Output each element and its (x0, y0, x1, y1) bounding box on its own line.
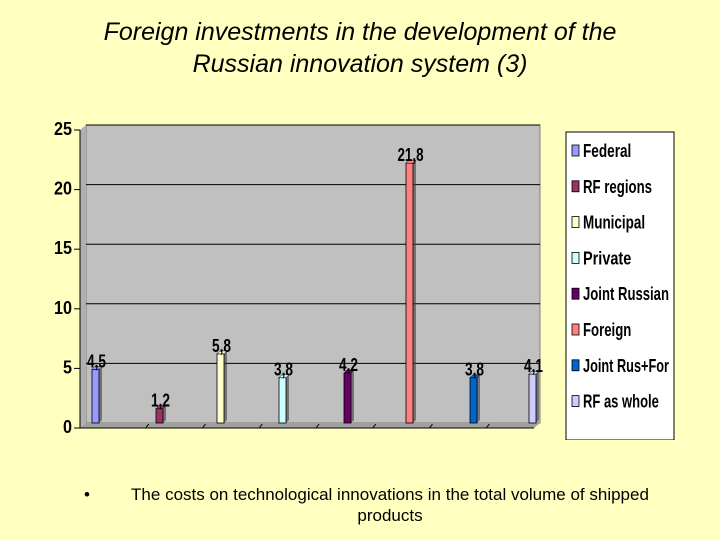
bar (405, 162, 414, 424)
bar-side (99, 366, 102, 423)
data-label: 4,2 (339, 355, 358, 375)
y-tick-label: 10 (54, 298, 72, 318)
legend-swatch (571, 323, 580, 336)
legend-label: Municipal (583, 213, 645, 233)
plot-left-wall (80, 125, 86, 428)
bar-side (413, 160, 416, 424)
bar (469, 377, 478, 424)
x-tick (258, 423, 263, 429)
y-tick-label: 25 (54, 119, 72, 139)
x-tick (315, 423, 320, 429)
data-label: 1,2 (151, 391, 170, 411)
legend-label: Joint Rus+For (583, 356, 669, 376)
bar-top (343, 369, 355, 374)
bar-top (405, 159, 417, 164)
caption-bullet-item: • The costs on technological innovations… (80, 484, 680, 526)
x-tick (485, 423, 490, 429)
bar (343, 372, 352, 424)
bar (155, 408, 164, 424)
legend-label: RF as whole (583, 392, 659, 412)
x-tick (145, 423, 150, 429)
bar-chart: 0 5 10 15 20 25 4,5 1,2 5,8 3,8 4,2 21,8 3,8 4,1 Feder… (54, 119, 675, 440)
legend-swatch (571, 144, 580, 157)
plot-floor (80, 423, 540, 428)
bar-side (163, 405, 166, 423)
plot-area (85, 124, 541, 424)
legend-label: Foreign (583, 320, 631, 340)
legend-swatch (571, 216, 580, 228)
data-label: 21,8 (398, 145, 424, 165)
bar (91, 368, 100, 424)
legend-swatch (571, 287, 580, 300)
y-tick-label: 0 (63, 417, 72, 437)
data-label: 5,8 (212, 336, 231, 356)
slide-title: Foreign investments in the development o… (0, 16, 720, 80)
bar-top (216, 350, 228, 355)
legend-label: Joint Russian (583, 284, 669, 304)
title-line-1: Foreign investments in the development o… (103, 18, 617, 46)
data-label: 4,5 (87, 351, 106, 371)
legend-box (565, 131, 675, 440)
bar (216, 353, 225, 424)
bar-side (536, 371, 539, 423)
bar-side (224, 350, 227, 423)
x-tick (372, 423, 377, 429)
y-tick-label: 5 (63, 357, 72, 377)
y-tick-label: 15 (54, 238, 72, 258)
bullet-icon: • (84, 485, 90, 504)
data-label: 4,1 (524, 356, 543, 376)
y-tick-label: 20 (54, 179, 72, 199)
bar (528, 373, 537, 424)
caption-text: The costs on technological innovations i… (131, 485, 649, 525)
legend-label: RF regions (583, 177, 652, 197)
bar-top (469, 374, 481, 378)
x-tick (429, 423, 433, 429)
data-label: 3,8 (465, 360, 484, 380)
bar-top (91, 366, 103, 370)
legend-swatch (571, 395, 580, 408)
title-line-2: Russian innovation system (3) (192, 50, 528, 78)
x-tick (202, 423, 206, 429)
bar-top (528, 370, 540, 375)
bar-side (351, 369, 354, 423)
legend-swatch (571, 251, 580, 264)
legend-swatch (571, 180, 580, 193)
bar-side (286, 374, 289, 423)
bar-side (477, 374, 480, 423)
legend-swatch (571, 359, 580, 372)
bar (278, 377, 287, 424)
data-label: 3,8 (274, 360, 293, 380)
legend-label: Federal (583, 141, 631, 161)
bar-top (278, 374, 290, 378)
legend-label: Private (583, 248, 631, 268)
bar-top (155, 405, 167, 409)
